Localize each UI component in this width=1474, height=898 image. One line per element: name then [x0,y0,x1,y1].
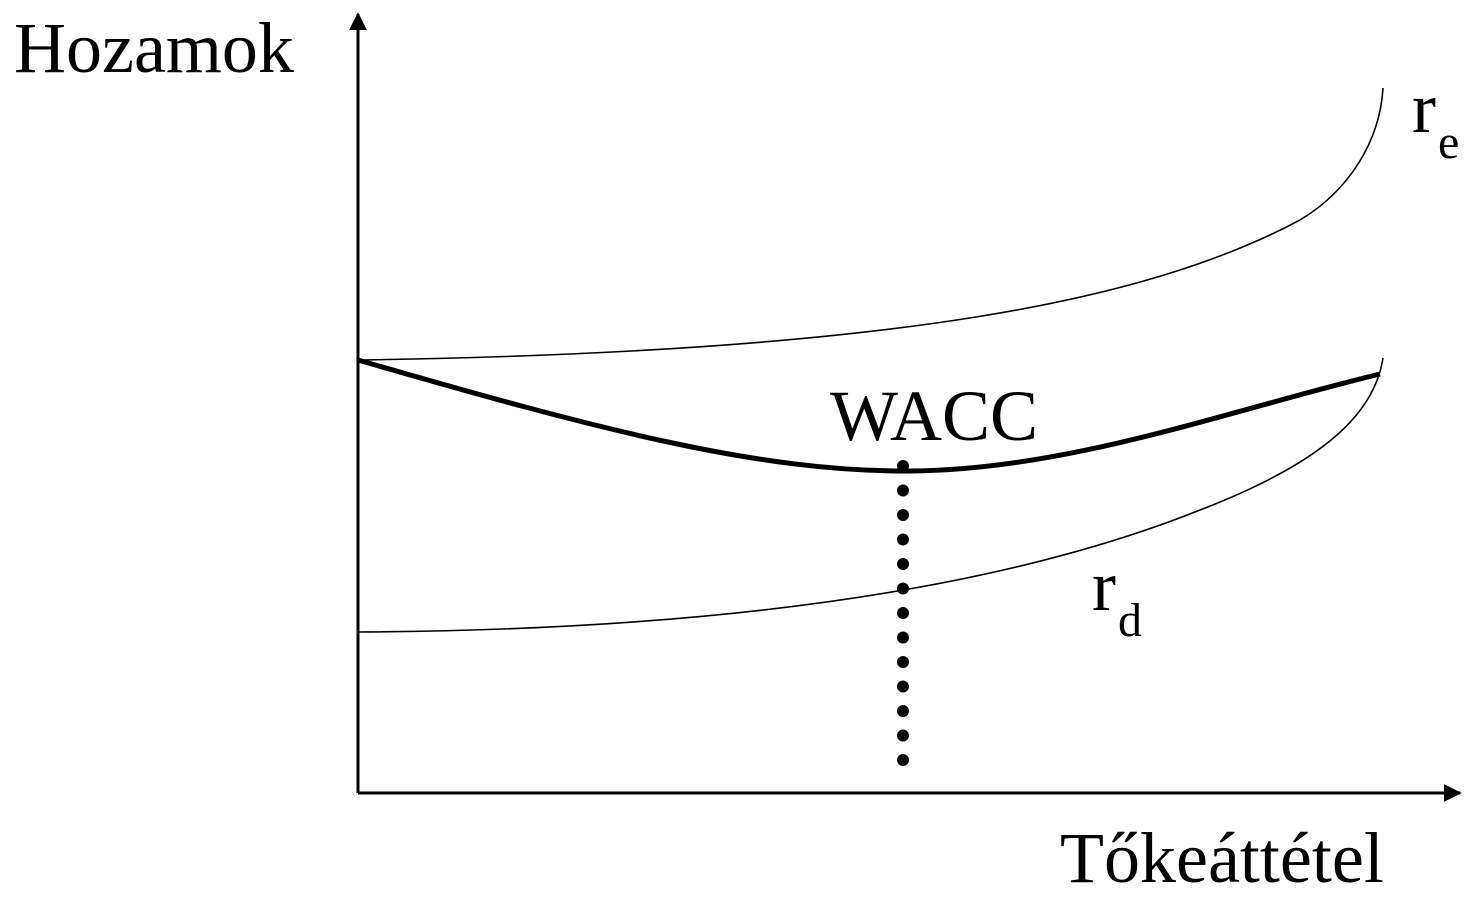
wacc-curve [357,357,1381,474]
re-label-sub: e [1437,116,1460,169]
rd-label-main: r [1092,546,1116,626]
rd-curve [357,357,1384,633]
wacc-label: WACC [830,376,1039,456]
rd-label: rd [1092,550,1142,645]
rd-label-sub: d [1117,594,1142,647]
re-label: re [1412,72,1459,167]
re-curve [357,87,1384,361]
re-label-main: r [1412,68,1436,148]
y-axis-label: Hozamok [14,8,294,88]
x-axis-label: Tőkeáttétel [1060,818,1384,898]
